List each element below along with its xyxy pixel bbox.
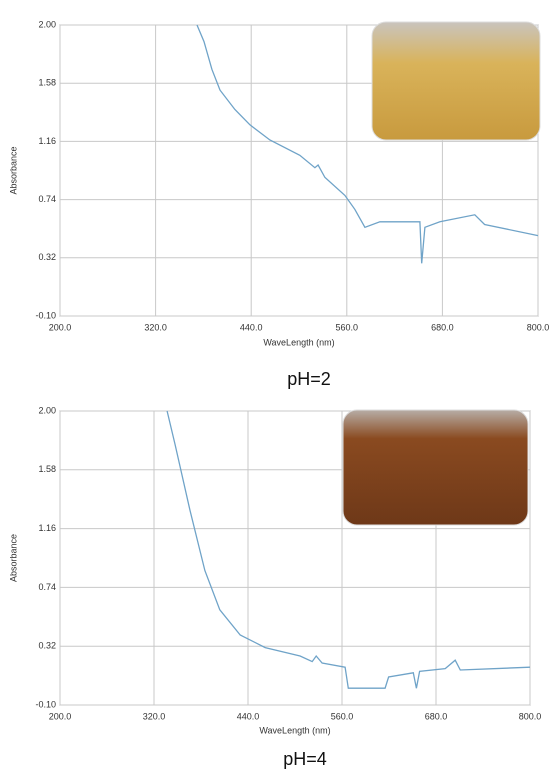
- data-line: [166, 410, 531, 689]
- y-tick-label: 2.00: [38, 19, 56, 29]
- y-tick-label: -0.10: [35, 310, 56, 320]
- y-tick-label: 1.58: [38, 78, 56, 88]
- x-tick-label: 320.0: [144, 322, 167, 332]
- photo-inset: [371, 21, 541, 141]
- x-tick-label: 560.0: [336, 322, 359, 332]
- caption: pH=4: [283, 749, 327, 769]
- y-axis-title: Absorbance: [8, 534, 18, 582]
- data-line: [196, 24, 539, 264]
- caption: pH=2: [287, 369, 331, 389]
- x-tick-label: 440.0: [240, 322, 263, 332]
- y-tick-label: 0.74: [38, 194, 56, 204]
- y-tick-label: -0.10: [35, 699, 56, 709]
- y-tick-label: 0.74: [38, 582, 56, 592]
- x-tick-label: 200.0: [49, 711, 72, 721]
- x-tick-label: 440.0: [237, 711, 260, 721]
- x-axis-title: WaveLength (nm): [259, 725, 330, 735]
- x-tick-label: 800.0: [519, 711, 542, 721]
- y-tick-label: 0.32: [38, 641, 56, 651]
- x-tick-label: 560.0: [331, 711, 354, 721]
- x-tick-label: 680.0: [425, 711, 448, 721]
- x-tick-label: 320.0: [143, 711, 166, 721]
- y-axis-title: Absorbance: [8, 146, 18, 194]
- x-tick-label: 800.0: [527, 322, 549, 332]
- x-tick-label: 680.0: [431, 322, 454, 332]
- y-tick-label: 0.32: [38, 252, 56, 262]
- photo-inset: [342, 409, 529, 526]
- y-tick-label: 1.16: [38, 523, 56, 533]
- y-tick-label: 2.00: [38, 405, 56, 415]
- y-tick-label: 1.58: [38, 464, 56, 474]
- y-tick-label: 1.16: [38, 136, 56, 146]
- x-tick-label: 200.0: [49, 322, 72, 332]
- x-axis-title: WaveLength (nm): [263, 337, 334, 347]
